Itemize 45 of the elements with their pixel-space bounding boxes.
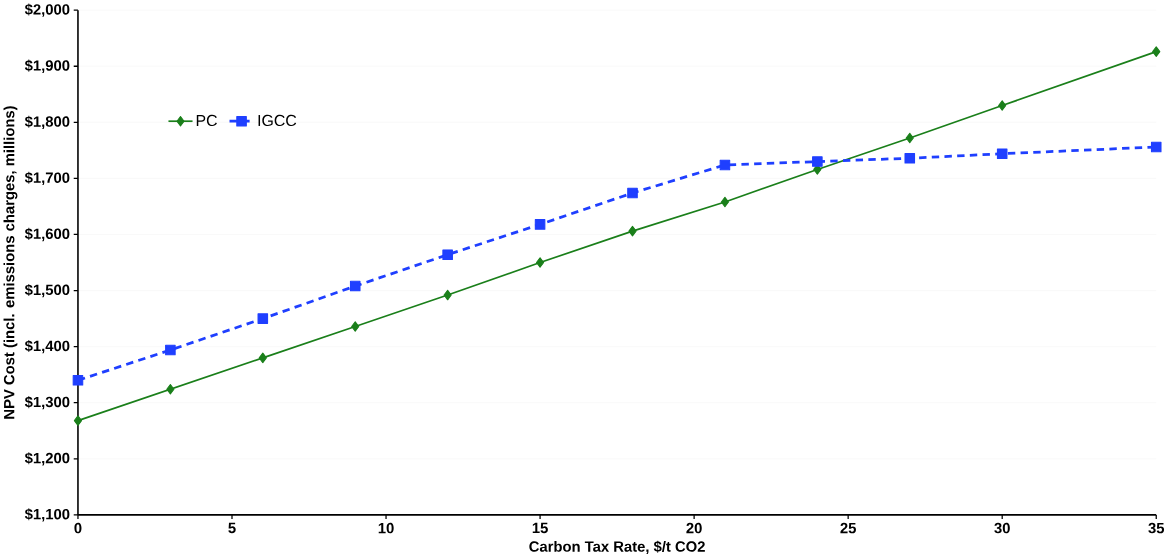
- point: [165, 344, 176, 356]
- y-tick-label: $1,400: [24, 339, 70, 354]
- x-tick-label: 30: [994, 522, 1010, 534]
- point: [720, 196, 730, 208]
- legend-label: PC: [196, 114, 217, 126]
- x-tick-label: 25: [840, 522, 856, 534]
- x-axis-title: Carbon Tax Rate, $/t CO2: [529, 540, 705, 554]
- y-tick-label: $1,200: [24, 451, 70, 466]
- point: [998, 99, 1007, 111]
- y-axis-title: NPV Cost (incl. emissions charges, millions): [3, 105, 18, 419]
- point: [166, 383, 175, 395]
- point: [1152, 46, 1161, 57]
- y-tick-label: $1,600: [24, 227, 70, 241]
- point: [257, 313, 269, 324]
- point: [996, 148, 1008, 159]
- point: [812, 156, 823, 167]
- y-tick-label: $1,800: [24, 115, 70, 129]
- y-tick-label: $1,500: [24, 283, 70, 297]
- x-tick-label: 35: [1148, 522, 1165, 534]
- point: [904, 152, 916, 164]
- point: [534, 218, 546, 230]
- x-tick-label: 0: [74, 522, 82, 534]
- point: [258, 352, 267, 363]
- y-tick-label: $1,700: [24, 171, 70, 185]
- point: [443, 289, 452, 301]
- point: [349, 280, 361, 292]
- point: [1150, 141, 1162, 153]
- x-tick-label: 10: [378, 522, 394, 534]
- y-tick-label: $1,300: [24, 395, 70, 410]
- point: [627, 187, 638, 199]
- point: [905, 132, 914, 144]
- y-tick-label: $1,900: [24, 59, 70, 73]
- point: [351, 320, 360, 332]
- y-tick-label: $1,100: [24, 508, 70, 522]
- point: [73, 415, 83, 426]
- point: [628, 225, 637, 237]
- point: [719, 159, 731, 171]
- x-tick-label: 20: [686, 522, 702, 534]
- point: [535, 257, 545, 268]
- point: [442, 249, 453, 260]
- point: [72, 374, 84, 386]
- x-tick-label: 15: [532, 522, 548, 533]
- x-tick-label: 5: [228, 522, 236, 533]
- y-tick-label: $2,000: [24, 3, 70, 17]
- legend-label: IGCC: [258, 114, 297, 126]
